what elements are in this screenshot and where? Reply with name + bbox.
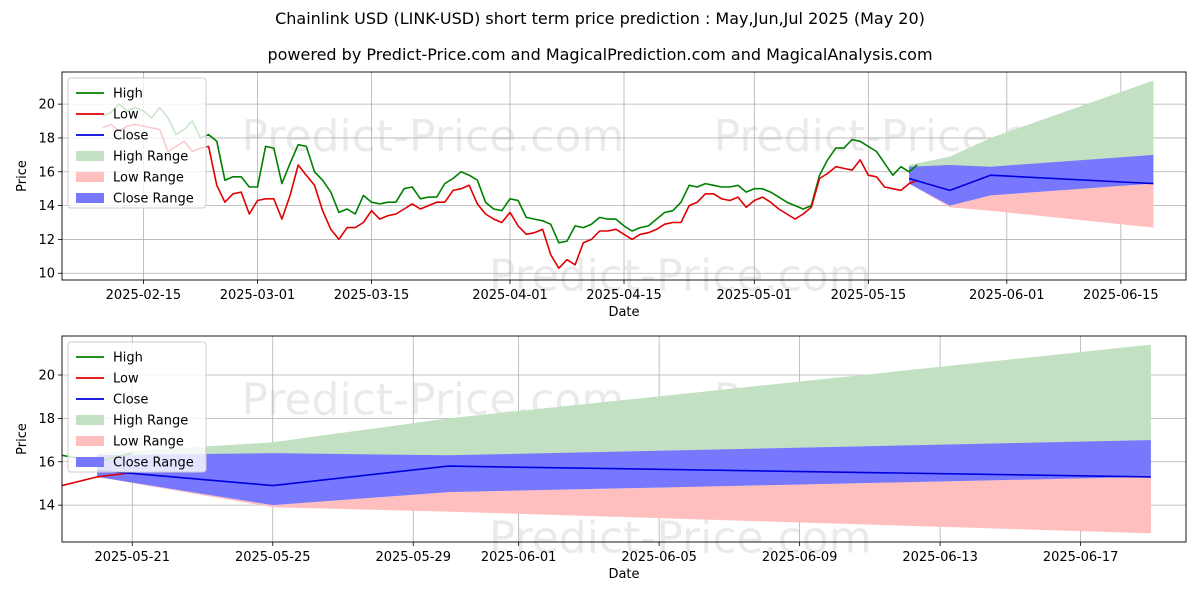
- p2-x-tick-label: 2025-06-05: [621, 550, 697, 565]
- p2-close-range-band: [97, 440, 1151, 506]
- p2-legend-swatch-close-range: [76, 457, 104, 467]
- p1-legend-label-close: Close: [113, 129, 148, 144]
- p1-legend-swatch-low-range: [76, 172, 104, 182]
- p2-x-tick-label: 2025-06-13: [902, 550, 978, 565]
- p1-x-tick-label: 2025-02-15: [106, 288, 182, 303]
- p1-low-line: [102, 123, 918, 270]
- p1-legend-label-high-range: High Range: [113, 150, 188, 165]
- p2-y-tick-label: 14: [38, 499, 55, 514]
- p2-legend-label-high: High: [113, 351, 143, 366]
- p1-x-tick-label: 2025-04-01: [472, 288, 548, 303]
- p1-legend-swatch-close-range: [76, 193, 104, 203]
- p1-y-tick-label: 18: [38, 131, 55, 146]
- p1-legend-swatch-high-range: [76, 151, 104, 161]
- p2-legend-label-low: Low: [113, 372, 139, 387]
- p2-legend-label-high-range: High Range: [113, 414, 188, 429]
- p2-x-axis-label: Date: [608, 567, 639, 582]
- p1-x-tick-label: 2025-04-15: [586, 288, 662, 303]
- p2-x-tick-label: 2025-06-17: [1043, 550, 1119, 565]
- p1-legend: High Low Close High Range Low Range Close Ran…: [67, 77, 207, 209]
- p1-watermark: Predict-Price.com: [242, 111, 625, 162]
- p1-x-tick-label: 2025-05-15: [831, 288, 907, 303]
- p1-x-tick-label: 2025-06-15: [1083, 288, 1159, 303]
- p1-close-range-band: [909, 154, 1154, 206]
- p2-legend-label-close-range: Close Range: [113, 456, 194, 471]
- p1-legend-label-close-range: Close Range: [113, 192, 194, 207]
- p1-y-tick-label: 16: [38, 165, 55, 180]
- p1-plot-area: Predict-Price.com Predict-Price.comPredic…: [15, 71, 1187, 320]
- p2-x-tick-label: 2025-06-01: [481, 550, 557, 565]
- p2-x-tick-label: 2025-06-09: [762, 550, 838, 565]
- p1-close-forecast-line: [908, 174, 1154, 192]
- p1-legend-label-low-range: Low Range: [113, 171, 184, 186]
- p1-series-group: [102, 80, 1154, 270]
- p2-axes-frame: [61, 335, 1187, 543]
- p1-high-line: [102, 103, 918, 244]
- p2-x-tick-label: 2025-05-29: [375, 550, 451, 565]
- p2-legend-label-close: Close: [113, 393, 148, 408]
- p2-low-range-band: [97, 476, 1151, 534]
- chart-title: Chainlink USD (LINK-USD) short term pric…: [275, 9, 925, 28]
- p1-low-range-band: [909, 183, 1154, 228]
- p1-y-tick-label: 10: [38, 267, 55, 282]
- p2-y-tick-label: 20: [38, 369, 55, 384]
- p2-y-tick-label: 16: [38, 455, 55, 470]
- p2-close-forecast-line: [97, 465, 1151, 487]
- p1-legend-label-low: Low: [113, 108, 139, 123]
- p1-axes-frame: [61, 71, 1187, 281]
- p1-x-tick-label: 2025-03-01: [220, 288, 296, 303]
- chart-subtitle: powered by Predict-Price.com and Magical…: [267, 45, 933, 64]
- p1-x-axis-label: Date: [608, 305, 639, 320]
- p2-y-tick-label: 18: [38, 412, 55, 427]
- p1-y-tick-label: 14: [38, 199, 55, 214]
- p1-y-axis-label: Price: [15, 160, 30, 192]
- p1-legend-label-high: High: [113, 87, 143, 102]
- p1-x-tick-label: 2025-06-01: [969, 288, 1045, 303]
- p2-legend-label-low-range: Low Range: [113, 435, 184, 450]
- p2-y-axis-label: Price: [15, 423, 30, 455]
- p2-plot-area: Predict-Price.comPredict-Price.comPredic…: [15, 335, 1187, 582]
- p2-legend-swatch-high-range: [76, 415, 104, 425]
- p1-x-tick-label: 2025-05-01: [717, 288, 793, 303]
- p1-x-tick-label: 2025-03-15: [334, 288, 410, 303]
- p2-x-tick-label: 2025-05-25: [235, 550, 311, 565]
- p2-legend-swatch-low-range: [76, 436, 104, 446]
- p2-x-tick-label: 2025-05-21: [94, 550, 170, 565]
- p1-y-tick-label: 20: [38, 98, 55, 113]
- p1-y-tick-label: 12: [38, 233, 55, 248]
- p2-legend: High Low Close High Range Low Range Close Ran…: [67, 341, 207, 473]
- p2-series-group: [62, 344, 1151, 534]
